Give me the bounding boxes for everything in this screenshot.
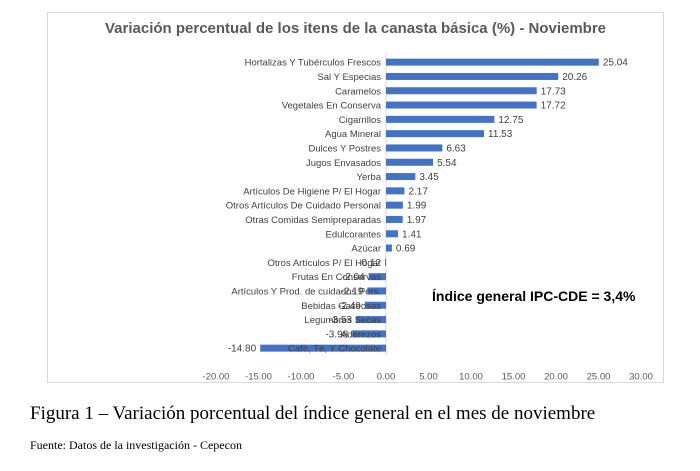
bar-chart: Hortalizas Y Tubérculos Frescos 25.04 Sal …	[203, 53, 653, 382]
value-label: -3.53	[329, 315, 352, 326]
bar	[260, 344, 386, 352]
bar	[364, 301, 386, 309]
bar	[386, 58, 599, 66]
x-tick-label: -15.00	[245, 371, 272, 382]
value-label: -2.49	[338, 301, 361, 312]
category-label: Caramelos	[335, 86, 381, 97]
x-tick-label: 10.00	[459, 371, 483, 382]
value-label: 17.72	[541, 101, 566, 112]
figure-source: Fuente: Datos de la investigación - Cepe…	[30, 438, 242, 452]
bar	[386, 201, 403, 209]
bar	[386, 144, 443, 152]
x-tick-label: 20.00	[544, 371, 568, 382]
chart-title: Variación percentual de los itens de la …	[104, 20, 607, 37]
value-label: 6.63	[446, 143, 466, 154]
category-label: Otros Artículos De Cuidado Personal	[226, 201, 381, 212]
category-label: Bebidas Gaseosas	[301, 301, 381, 312]
value-label: 12.75	[498, 115, 523, 126]
value-label: 0.69	[396, 244, 416, 255]
figure-caption: Figura 1 – Variación porcentual del índi…	[30, 403, 596, 424]
bar	[355, 316, 386, 324]
value-label: -14.80	[228, 344, 257, 355]
category-label: Cigarrillos	[339, 115, 381, 126]
value-label: 3.45	[419, 172, 439, 183]
x-tick-label: -20.00	[203, 371, 230, 382]
chart-frame: Variación percentual de los itens de la …	[47, 12, 664, 383]
category-label: Frutas En Conservas	[292, 272, 381, 283]
category-label: Sal Y Especias	[317, 72, 381, 83]
bar	[386, 101, 537, 109]
x-tick-label: 15.00	[502, 371, 526, 382]
category-label: Otros Artículos P/ El Hogar	[267, 258, 381, 269]
x-tick-label: 0.00	[377, 371, 396, 382]
bar	[386, 187, 405, 195]
value-label: 1.99	[407, 201, 427, 212]
category-label: Vegetales En Conserva	[282, 101, 382, 112]
value-label: -2.19	[341, 286, 364, 297]
category-label: Legumbres Secas	[304, 315, 381, 326]
value-label: 5.54	[437, 158, 457, 169]
value-label: 17.73	[541, 86, 566, 97]
category-label: Aderezos	[341, 329, 381, 340]
bar	[386, 173, 416, 181]
bar	[386, 130, 485, 138]
bar	[386, 72, 559, 80]
category-label: Otras Comidas Semipreparadas	[245, 215, 381, 226]
category-label: Dulces Y Postres	[308, 143, 381, 154]
value-label: 20.26	[562, 72, 587, 83]
category-label: Café, Té, Y Chocolate	[288, 344, 381, 355]
bar	[386, 230, 398, 238]
bar	[386, 87, 537, 95]
bar	[352, 330, 386, 338]
x-tick-label: 30.00	[629, 371, 653, 382]
value-label: 11.53	[488, 129, 513, 140]
category-label: Artículos De Higiene P/ El Hogar	[243, 186, 381, 197]
x-tick-label: -10.00	[288, 371, 315, 382]
value-label: 1.41	[402, 229, 422, 240]
value-label: -0.12	[358, 258, 381, 269]
x-tick-label: 5.00	[419, 371, 438, 382]
category-label: Azúcar	[351, 244, 381, 255]
value-label: -3.98	[325, 329, 348, 340]
bar	[386, 244, 392, 252]
category-label: Hortalizas Y Tubérculos Frescos	[245, 58, 382, 69]
x-tick-label: 25.00	[587, 371, 611, 382]
category-label: Edulcorantes	[326, 229, 382, 240]
value-label: 1.97	[407, 215, 427, 226]
bar	[386, 158, 434, 166]
bar	[384, 258, 386, 266]
value-label: 25.04	[603, 58, 628, 69]
x-tick-label: -5.00	[333, 371, 355, 382]
bar	[368, 273, 386, 281]
category-label: Jugos Envasados	[306, 158, 381, 169]
bar	[386, 115, 495, 123]
category-label: Artículos Y Prod. de cuidados Pers.	[231, 286, 381, 297]
index-annotation: Índice general IPC-CDE = 3,4%	[432, 288, 636, 304]
value-label: -2.04	[342, 272, 365, 283]
bar	[386, 215, 403, 223]
category-label: Agua Mineral	[325, 129, 381, 140]
bar	[367, 287, 386, 295]
value-label: 2.17	[408, 186, 428, 197]
category-label: Yerba	[357, 172, 382, 183]
